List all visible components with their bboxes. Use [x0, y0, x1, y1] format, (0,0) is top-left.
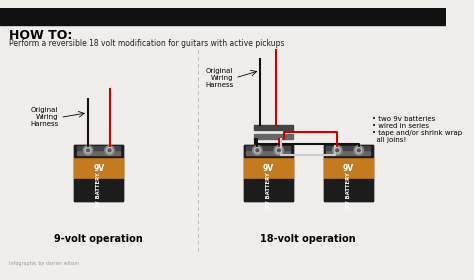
Text: Perform a reversible 18 volt modification for guitars with active pickups: Perform a reversible 18 volt modificatio…: [9, 39, 285, 48]
Bar: [244, 157, 292, 177]
Bar: [244, 145, 292, 157]
Bar: [254, 134, 293, 139]
Text: Infographic by darren wilson: Infographic by darren wilson: [9, 261, 80, 266]
Text: 9V: 9V: [93, 164, 104, 173]
Circle shape: [85, 148, 91, 153]
Circle shape: [277, 149, 280, 152]
Circle shape: [357, 149, 360, 152]
Bar: [77, 151, 120, 155]
Text: 9V: 9V: [343, 164, 354, 173]
Bar: [324, 145, 373, 157]
Circle shape: [255, 148, 260, 153]
Bar: [324, 157, 373, 177]
Circle shape: [356, 148, 362, 153]
Text: 9V BATTERY: 9V BATTERY: [96, 172, 101, 208]
Bar: [244, 179, 292, 201]
Text: 9-volt operation: 9-volt operation: [55, 234, 143, 244]
Circle shape: [333, 146, 342, 155]
Circle shape: [256, 149, 259, 152]
Text: ◄ Safari   11:29 PM   Sat Nov 16: ◄ Safari 11:29 PM Sat Nov 16: [6, 14, 118, 20]
Bar: [77, 146, 120, 150]
Bar: [327, 151, 370, 155]
Circle shape: [276, 148, 282, 153]
Text: 9V BATTERY: 9V BATTERY: [265, 172, 271, 208]
Circle shape: [336, 149, 339, 152]
Circle shape: [335, 148, 340, 153]
Text: 9V BATTERY: 9V BATTERY: [346, 172, 351, 208]
Text: 9V: 9V: [263, 164, 273, 173]
Text: Original
Wiring
Harness: Original Wiring Harness: [30, 108, 58, 127]
Bar: [324, 157, 373, 180]
Circle shape: [83, 146, 93, 155]
Bar: [0, 8, 446, 25]
Bar: [244, 145, 292, 201]
Text: • two 9v batteries
• wired in series
• tape and/or shrink wrap
  all joins!: • two 9v batteries • wired in series • t…: [372, 116, 462, 143]
Bar: [74, 179, 123, 201]
Circle shape: [354, 146, 364, 155]
Text: ❙❙❙ LTE 100%  ☐: ❙❙❙ LTE 100% ☐: [383, 14, 440, 20]
Text: HOW TO:: HOW TO:: [9, 29, 73, 42]
Bar: [324, 145, 373, 201]
Bar: [244, 157, 292, 180]
Circle shape: [253, 146, 262, 155]
Circle shape: [105, 146, 114, 155]
Bar: [74, 145, 123, 157]
Bar: [327, 146, 370, 150]
Circle shape: [107, 148, 112, 153]
Bar: [246, 146, 290, 150]
Circle shape: [274, 146, 283, 155]
Circle shape: [87, 149, 90, 152]
Text: 18-volt operation: 18-volt operation: [260, 234, 356, 244]
Bar: [324, 179, 373, 201]
Circle shape: [108, 149, 111, 152]
Bar: [74, 157, 123, 180]
Bar: [74, 145, 123, 201]
Text: Original
Wiring
Harness: Original Wiring Harness: [205, 68, 233, 88]
Bar: [74, 157, 123, 177]
Bar: [254, 125, 293, 130]
Bar: [246, 151, 290, 155]
